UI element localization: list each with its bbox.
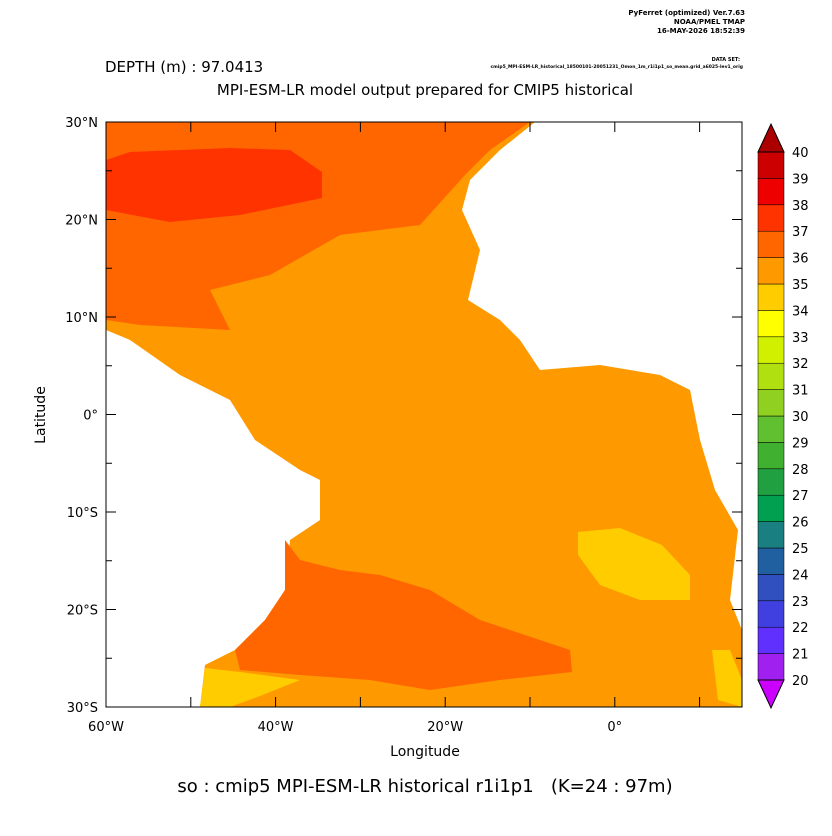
y-tick-label: 20°N <box>65 214 98 229</box>
org: NOAA/PMEL TMAP <box>674 18 745 26</box>
colorbar-cell <box>757 151 785 179</box>
x-label: Longitude <box>390 744 460 760</box>
depth: DEPTH (m) : 97.0413 <box>105 58 263 76</box>
colorbar-cell <box>757 442 785 470</box>
dataset-label: DATA SET: <box>712 57 740 63</box>
colorbar-cell <box>757 521 785 549</box>
colorbar-cell <box>757 494 785 522</box>
colorbar-label: 38 <box>792 199 809 214</box>
ocean-34-east <box>578 528 690 600</box>
colorbar-label: 30 <box>792 410 809 425</box>
title: MPI-ESM-LR model output prepared for CMI… <box>217 81 633 99</box>
colorbar-label: 34 <box>792 304 809 319</box>
colorbar-label: 20 <box>792 674 809 689</box>
colorbar-label: 22 <box>792 621 809 636</box>
colorbar-cell <box>757 310 785 338</box>
colorbar-cell <box>757 362 785 390</box>
colorbar-label: 21 <box>792 648 809 663</box>
colorbar-label: 35 <box>792 278 809 293</box>
colorbar-cell <box>757 283 785 311</box>
date: 16-MAY-2026 18:52:39 <box>657 27 745 35</box>
colorbar-label: 32 <box>792 357 809 372</box>
x-tick-label: 20°W <box>427 720 463 735</box>
colorbar-label: 23 <box>792 595 809 610</box>
y-tick-label: 0° <box>83 409 98 424</box>
y-tick-label: 20°S <box>67 604 98 619</box>
colorbar-cell <box>757 336 785 364</box>
colorbar-under <box>757 679 785 710</box>
ocean-34-sw <box>200 668 300 707</box>
colorbar-label: 33 <box>792 331 809 346</box>
colorbar-cell <box>757 468 785 496</box>
colorbar-cell <box>757 204 785 232</box>
colorbar-cell <box>757 626 785 654</box>
colorbar-label: 39 <box>792 172 809 187</box>
colorbar-label: 36 <box>792 252 809 267</box>
field <box>106 122 742 707</box>
colorbar-label: 37 <box>792 225 809 240</box>
colorbar-over <box>757 122 785 153</box>
colorbar-cell <box>757 415 785 443</box>
colorbar-cell <box>757 600 785 628</box>
ocean-37-north <box>106 148 322 222</box>
colorbar-label: 31 <box>792 384 809 399</box>
colorbar-cell <box>757 230 785 258</box>
x-tick-label: 40°W <box>258 720 294 735</box>
colorbar-cell <box>757 653 785 681</box>
colorbar-label: 25 <box>792 542 809 557</box>
colorbar-label: 40 <box>792 146 809 161</box>
footer: so : cmip5 MPI-ESM-LR historical r1i1p1 … <box>177 776 672 797</box>
ocean-36-south <box>235 540 572 690</box>
colorbar-cell <box>757 389 785 417</box>
colorbar-label: 24 <box>792 568 809 583</box>
colorbar-cell <box>757 257 785 285</box>
dataset: cmip5_MPI-ESM-LR_historical_18500101-200… <box>490 64 743 70</box>
ocean-34-se <box>712 650 742 707</box>
y-tick-label: 10°N <box>65 311 98 326</box>
colorbar-cell <box>757 178 785 206</box>
y-tick-label: 10°S <box>67 506 98 521</box>
x-tick-label: 60°W <box>88 720 124 735</box>
colorbar-label: 27 <box>792 489 809 504</box>
colorbar-label: 26 <box>792 516 809 531</box>
y-tick-label: 30°S <box>67 701 98 716</box>
program: PyFerret (optimized) Ver.7.63 <box>628 9 745 17</box>
colorbar-cell <box>757 547 785 575</box>
colorbar-cell <box>757 574 785 602</box>
x-tick-label: 0° <box>607 720 622 735</box>
y-tick-label: 30°N <box>65 116 98 131</box>
colorbar-label: 28 <box>792 463 809 478</box>
colorbar-label: 29 <box>792 436 809 451</box>
y-label: Latitude <box>33 386 49 444</box>
